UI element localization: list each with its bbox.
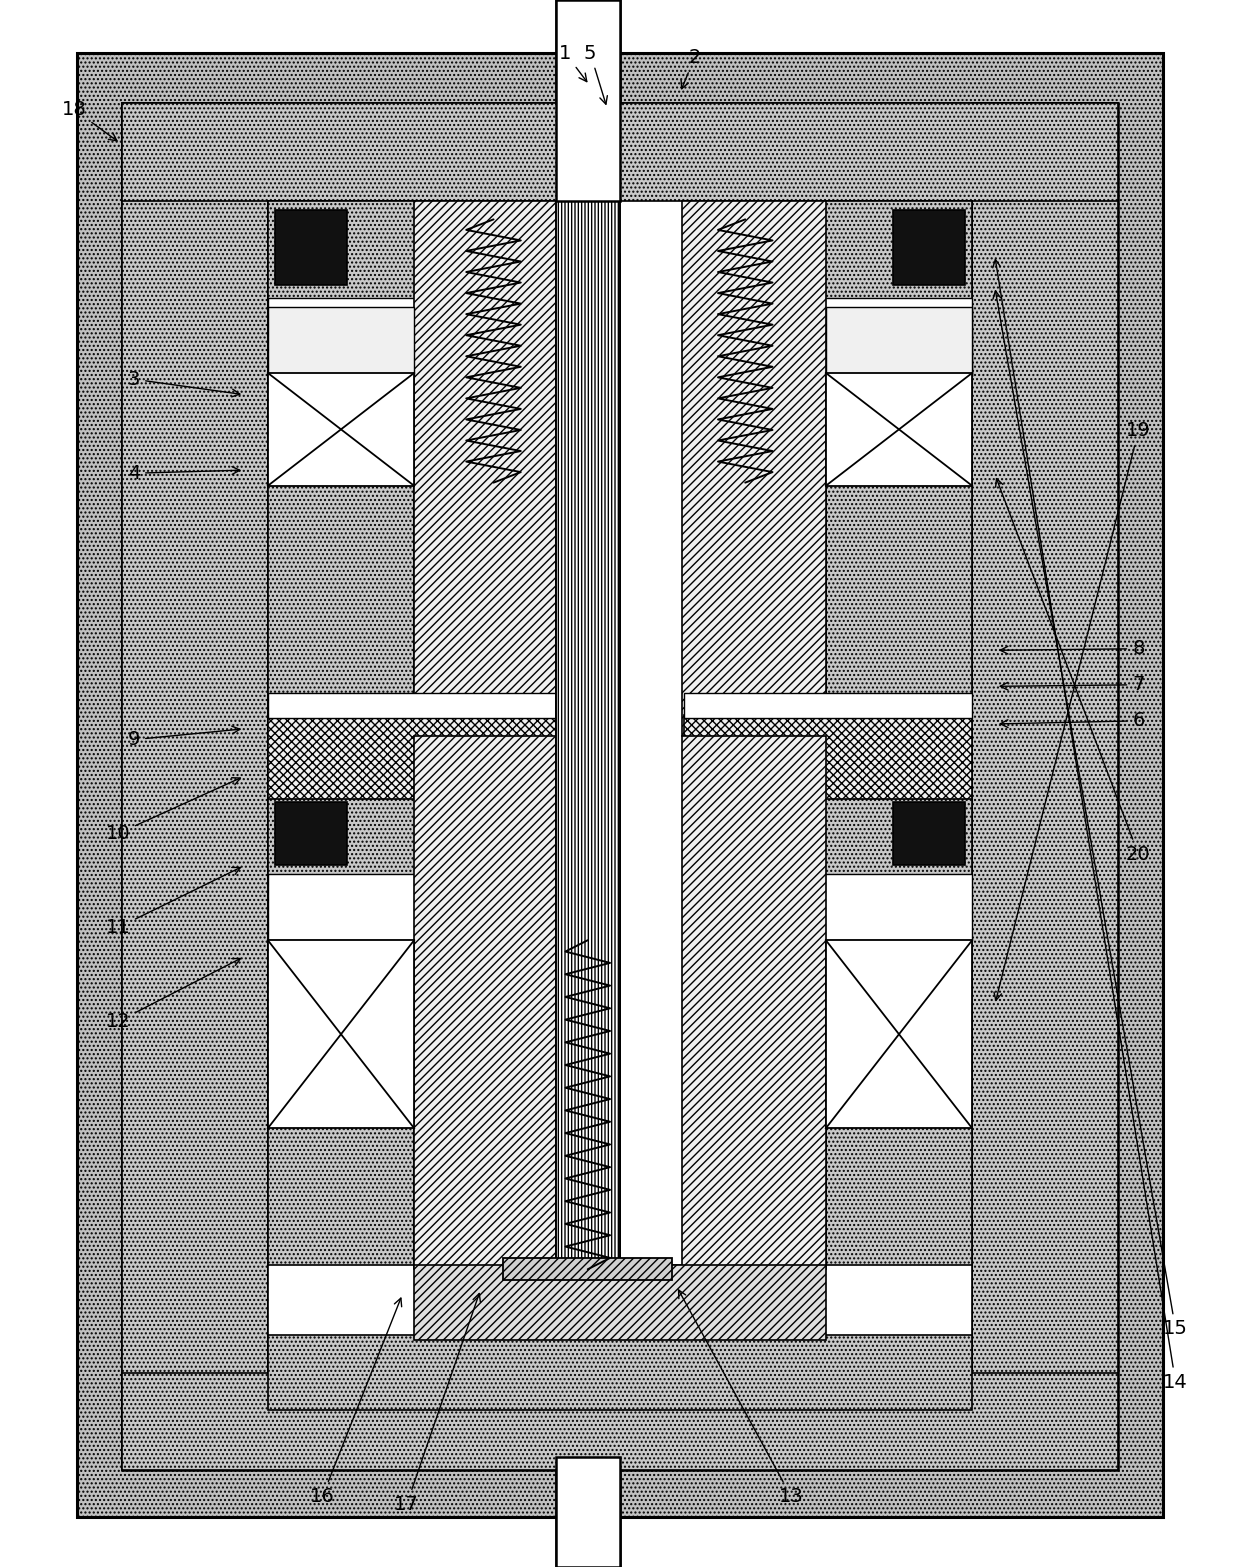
Bar xyxy=(414,201,558,736)
Bar xyxy=(972,103,1118,1470)
Bar xyxy=(684,298,972,376)
Text: 8: 8 xyxy=(1001,639,1145,658)
Bar xyxy=(268,796,556,878)
Text: 3: 3 xyxy=(128,370,239,396)
Text: 4: 4 xyxy=(128,464,239,483)
Bar xyxy=(826,940,972,1128)
Bar xyxy=(826,201,972,1373)
Text: 15: 15 xyxy=(993,291,1188,1338)
Text: 19: 19 xyxy=(994,422,1151,1000)
Bar xyxy=(122,1373,1118,1470)
Bar xyxy=(684,715,972,799)
Bar xyxy=(503,1258,672,1280)
Bar xyxy=(556,201,620,1269)
Text: 10: 10 xyxy=(105,777,241,843)
Bar xyxy=(268,201,556,301)
Text: 6: 6 xyxy=(1001,711,1145,730)
Bar xyxy=(77,53,1163,1517)
Text: 13: 13 xyxy=(678,1290,804,1506)
Bar xyxy=(268,940,414,1128)
Bar xyxy=(684,693,972,718)
Bar xyxy=(556,1457,620,1567)
Bar xyxy=(122,103,1118,1470)
Bar xyxy=(268,874,556,940)
Bar xyxy=(268,693,556,718)
Bar xyxy=(556,254,620,1269)
Bar xyxy=(893,210,965,285)
Text: 17: 17 xyxy=(394,1293,480,1514)
Bar xyxy=(684,201,972,301)
Bar xyxy=(414,1265,826,1340)
Bar xyxy=(268,373,414,486)
Text: 18: 18 xyxy=(62,100,117,141)
Bar xyxy=(275,802,347,865)
Text: 5: 5 xyxy=(584,44,608,105)
Bar xyxy=(122,103,1118,201)
Text: 12: 12 xyxy=(105,959,241,1031)
Text: 2: 2 xyxy=(681,49,701,89)
Bar xyxy=(122,103,268,1470)
Bar xyxy=(556,0,620,201)
Bar xyxy=(268,298,556,376)
Bar xyxy=(268,201,414,1373)
Text: 7: 7 xyxy=(1001,675,1145,694)
Bar xyxy=(684,796,972,878)
Text: 9: 9 xyxy=(128,726,239,749)
Bar xyxy=(826,307,972,376)
Bar xyxy=(556,0,620,103)
Text: 20: 20 xyxy=(996,478,1151,863)
Bar xyxy=(556,1470,620,1567)
Bar xyxy=(826,373,972,486)
Text: 1: 1 xyxy=(559,44,587,81)
Bar xyxy=(682,736,826,1269)
Bar xyxy=(893,802,965,865)
Bar xyxy=(268,1335,972,1410)
Bar xyxy=(684,874,972,940)
Text: 11: 11 xyxy=(105,868,241,937)
Bar xyxy=(682,201,826,736)
Text: 16: 16 xyxy=(310,1297,402,1506)
Bar xyxy=(275,210,347,285)
Text: 14: 14 xyxy=(993,260,1188,1391)
Bar xyxy=(268,1265,972,1340)
Bar xyxy=(268,307,414,376)
Bar xyxy=(268,715,556,799)
Bar xyxy=(414,736,558,1269)
